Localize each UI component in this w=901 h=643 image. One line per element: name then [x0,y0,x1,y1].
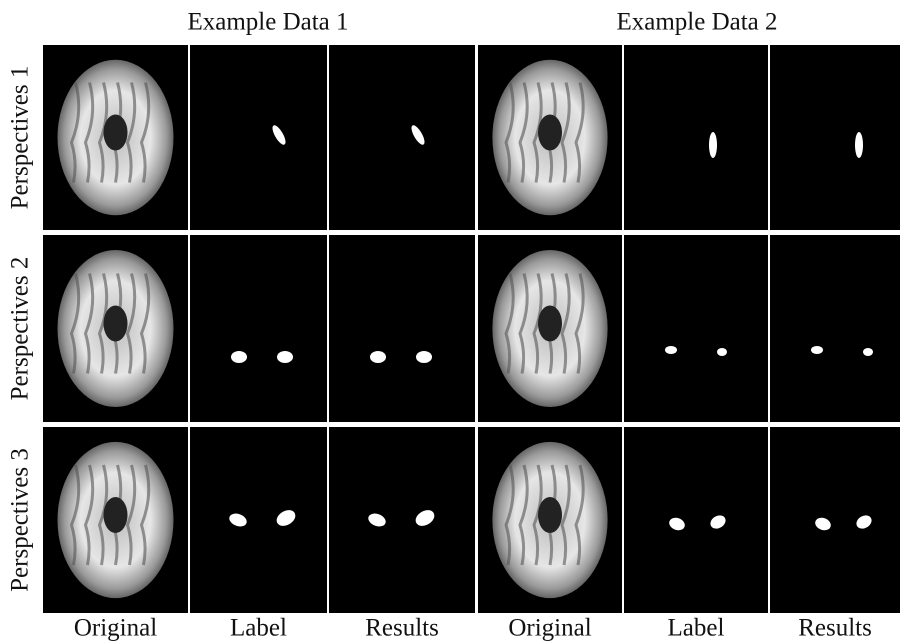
column-group-header: Example Data 1 [187,9,348,36]
segmentation-blob [863,348,873,356]
row-label: Perspectives 3 [7,448,34,592]
ventricle [538,497,562,533]
image-panel [329,427,475,613]
image-panel [624,45,768,230]
column-label: Label [230,615,287,642]
segmentation-blob [717,348,727,356]
image-panel [624,427,768,613]
segmentation-blob [811,346,823,354]
segmentation-blob [416,351,432,363]
ventricle [538,115,562,151]
column-label: Label [668,615,725,642]
figure: Example Data 1 Example Data 2 Perspectives… [0,0,901,643]
row-label: Perspectives 1 [7,66,34,210]
segmentation-blob [709,132,717,158]
ventricle [104,115,128,151]
image-panel [770,45,900,230]
segmentation-blob [855,132,863,158]
segmentation-blob [231,351,247,363]
image-panel [329,235,475,422]
ventricle [538,306,562,342]
ventricle [104,306,128,342]
image-panel [190,427,327,613]
image-panel [190,45,327,230]
image-panel [190,235,327,422]
column-label: Original [74,615,157,642]
ventricle [104,497,128,533]
image-panel [770,427,900,613]
row-label: Perspectives 2 [7,257,34,401]
image-panel [624,235,768,422]
column-label: Original [508,615,591,642]
image-panel [770,235,900,422]
column-group-header: Example Data 2 [616,9,777,36]
column-label: Results [798,615,872,642]
segmentation-blob [370,351,386,363]
image-panel [329,45,475,230]
column-label: Results [365,615,439,642]
segmentation-blob [277,351,293,363]
segmentation-blob [665,346,677,354]
